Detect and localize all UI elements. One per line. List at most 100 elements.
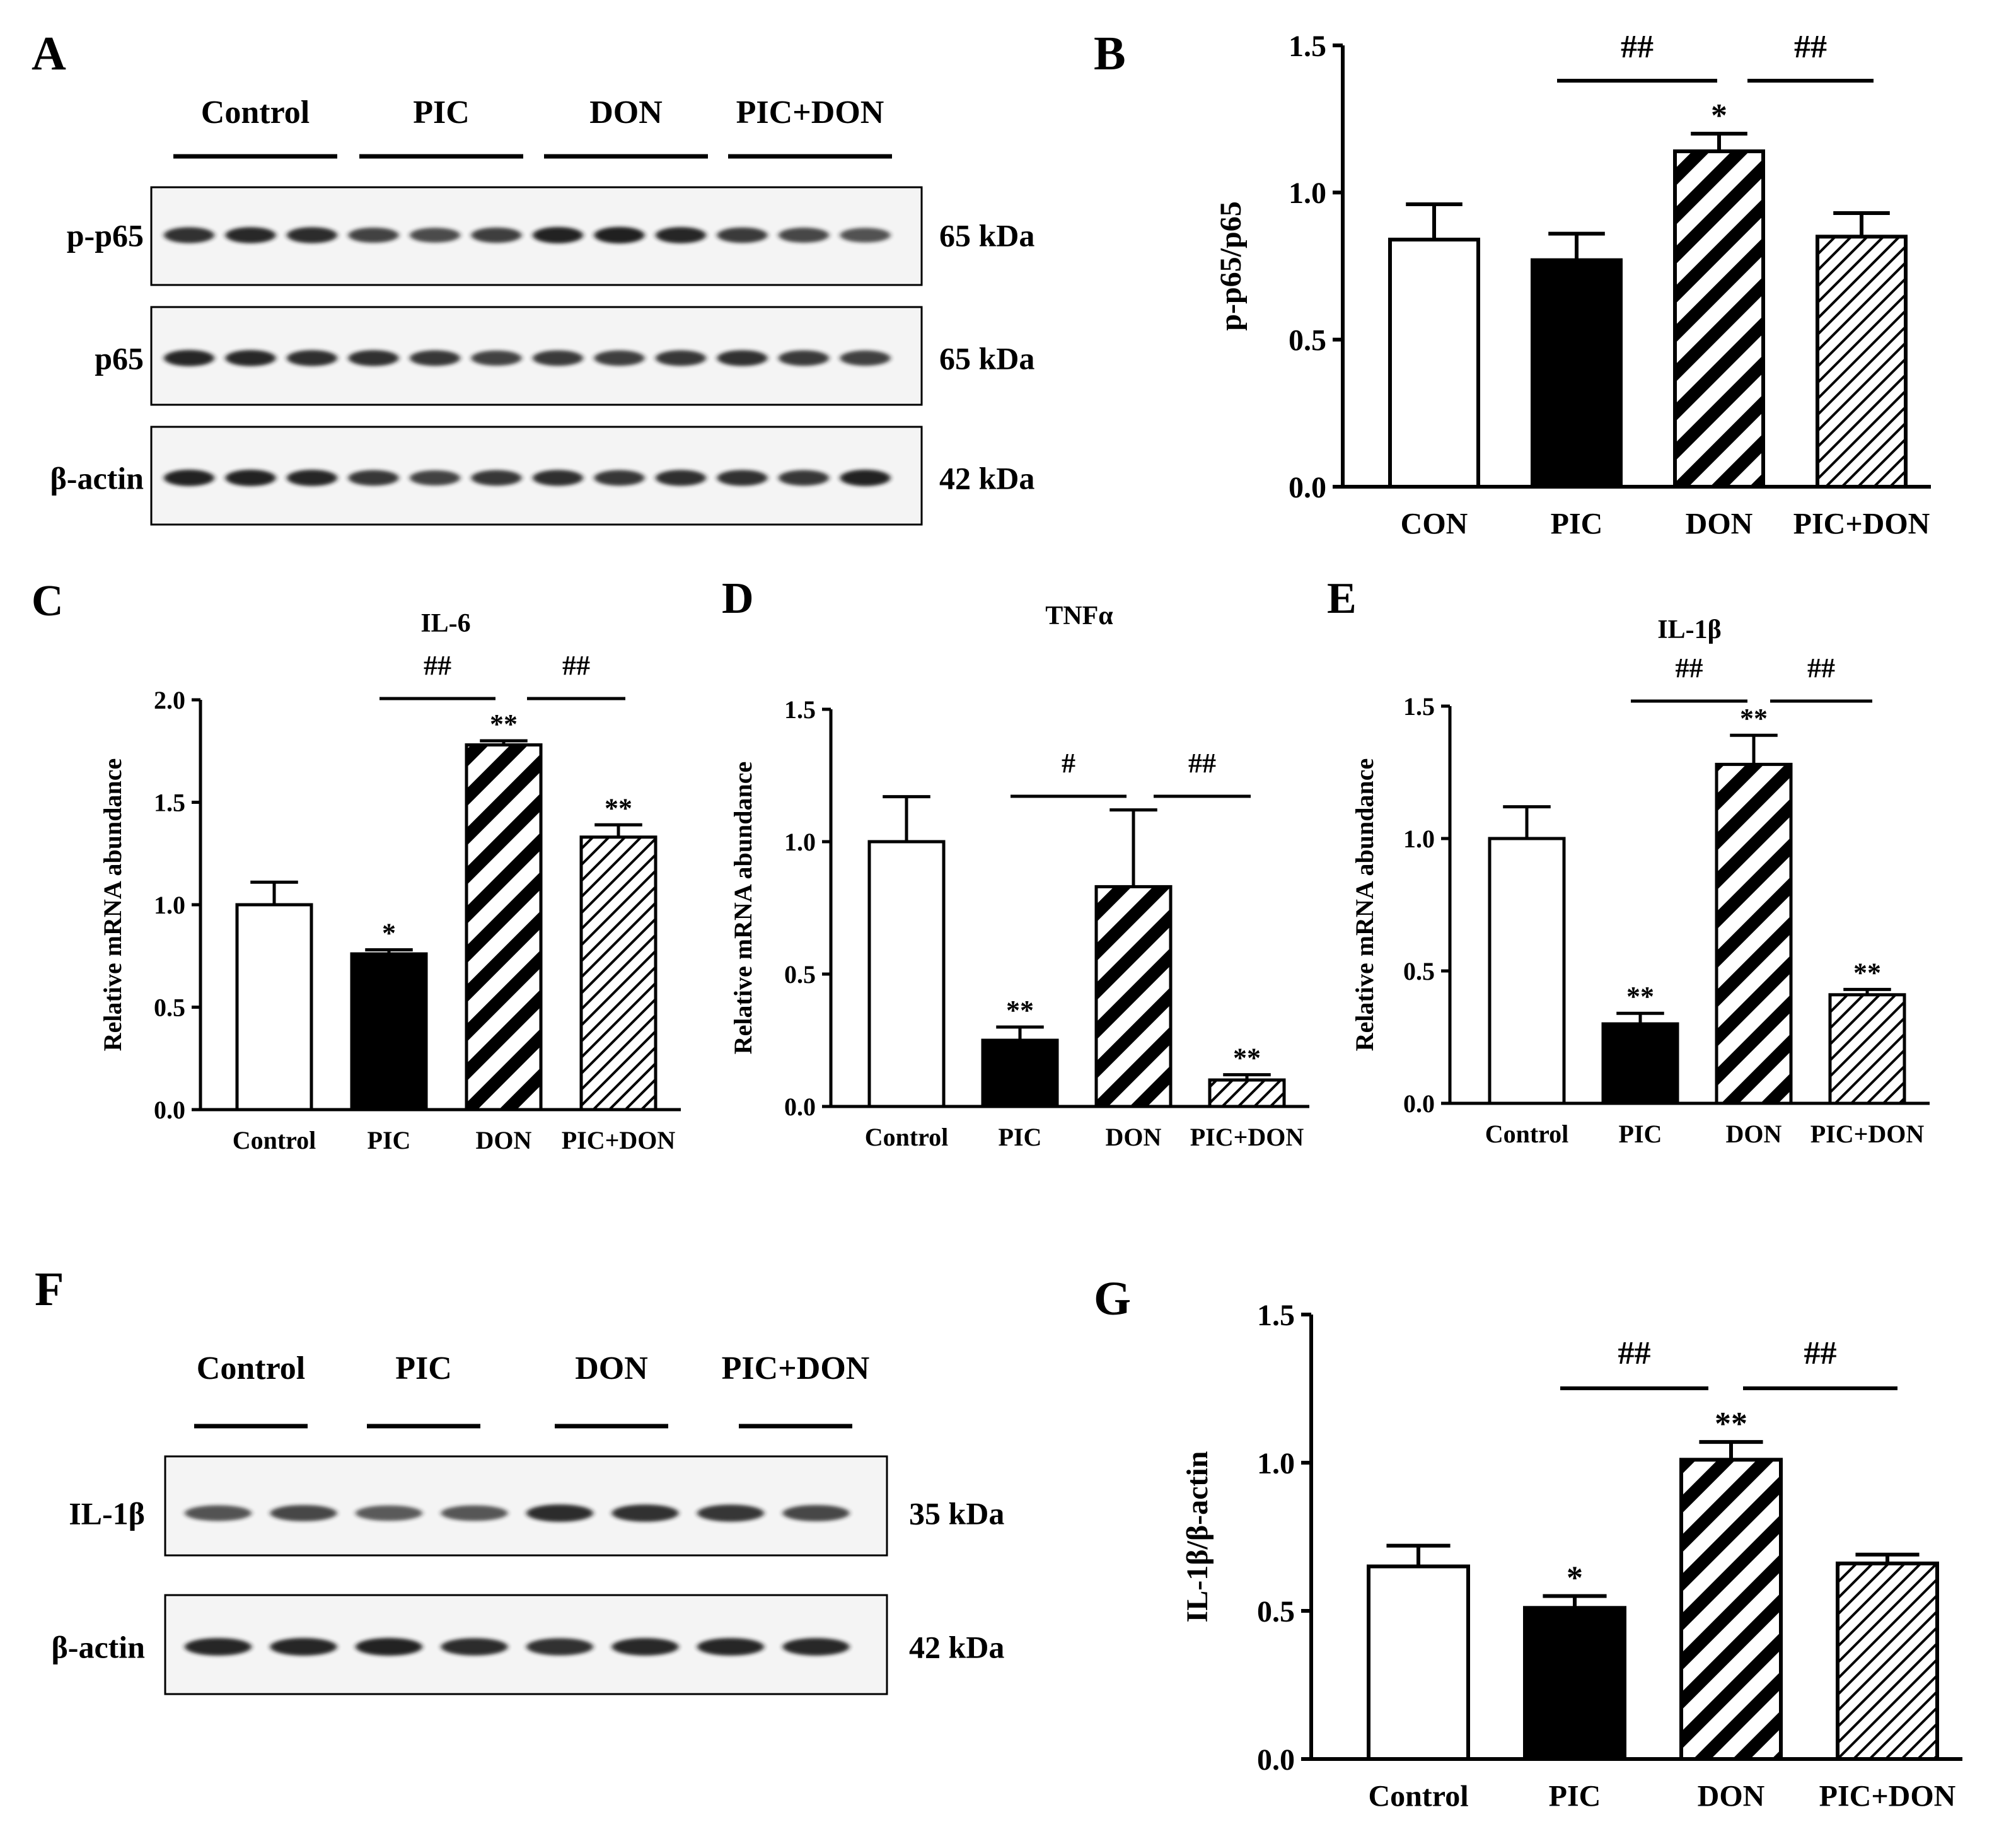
panel-d-comparison-label-1: # (1062, 748, 1075, 779)
panel-b-bar-pic (1531, 258, 1623, 489)
panel-a-band-actin-lane-1 (164, 470, 214, 486)
panel-g-comparison-label-2: ## (1804, 1335, 1837, 1371)
panel-c-y-label: Relative mRNA abundance (98, 758, 127, 1051)
panel-f-band-actin-lane-5 (526, 1638, 593, 1656)
panel-f-band-actin-lane-8 (782, 1638, 850, 1656)
panel-a-band-actin-lane-2 (225, 469, 276, 487)
panel-g-bar-don (1679, 1458, 1783, 1762)
panel-b-y-label: p-p65/p65 (1214, 201, 1248, 330)
panel-a-band-actin-lane-6 (471, 470, 522, 486)
panel-c-y-tick-1-0: 1.0 (154, 891, 185, 919)
panel-b-bar-pic-don (1816, 235, 1908, 489)
panel-d-bar-pic-don (1208, 1078, 1286, 1108)
panel-a-band-p-p65-lane-12 (840, 228, 891, 243)
panel-e-x-label-don: DON (1726, 1120, 1782, 1148)
panel-g-y-tick-0-0: 0.0 (1257, 1743, 1295, 1777)
panel-f-band-il-1-lane-7 (697, 1504, 764, 1522)
panel-f-kda-actin: 42 kDa (909, 1630, 1004, 1665)
panel-g-comparison-label-1: ## (1618, 1335, 1651, 1371)
panel-e-significance-pic-don: ** (1853, 957, 1881, 988)
panel-g-x-label-don: DON (1698, 1779, 1765, 1813)
panel-d-significance-pic: ** (1006, 995, 1034, 1026)
panel-c-significance-pic-don: ** (605, 793, 632, 823)
panel-f-kda-il-1: 35 kDa (909, 1496, 1004, 1531)
panel-c-bar-pic-don (579, 835, 658, 1112)
panel-a-band-p65-lane-12 (840, 350, 891, 366)
panel-c-y-tick-1-5: 1.5 (154, 789, 185, 817)
panel-a-band-p-p65-lane-4 (348, 227, 399, 243)
panel-a-row-label-p65: p65 (95, 341, 144, 376)
panel-a-kda-p-p65: 65 kDa (939, 218, 1034, 253)
panel-d-x-label-don: DON (1106, 1123, 1162, 1151)
panel-a-band-p65-lane-11 (779, 350, 829, 366)
panel-e-significance-pic: ** (1626, 981, 1654, 1012)
panel-a-band-p65-lane-10 (717, 350, 768, 366)
panel-b-y-tick-0-5: 0.5 (1289, 323, 1326, 357)
panel-a-band-p-p65-lane-11 (779, 228, 829, 243)
panel-g-bar-pic (1523, 1606, 1626, 1762)
panel-f-band-il-1-lane-3 (356, 1505, 422, 1521)
panel-g-significance-pic: * (1567, 1560, 1583, 1596)
panel-f-band-il-1-lane-2 (270, 1505, 337, 1521)
panel-a-band-p65-lane-2 (225, 350, 276, 366)
panel-a-group-pic: PIC (413, 95, 470, 131)
panel-a-band-p-p65-lane-8 (594, 226, 645, 244)
panel-f-group-don: DON (575, 1350, 648, 1386)
panel-c-bar-control (235, 903, 313, 1112)
panel-c-bar-don (465, 743, 543, 1112)
panel-b-x-label-pic-don: PIC+DON (1793, 507, 1930, 540)
panel-d-y-tick-0-0: 0.0 (784, 1093, 816, 1121)
panel-d-significance-pic-don: ** (1233, 1043, 1261, 1074)
panel-d-x-label-pic: PIC (999, 1123, 1042, 1151)
panel-a-band-p65-lane-4 (348, 350, 399, 366)
panel-e-bar-pic-don (1828, 993, 1906, 1105)
panel-f-band-il-1-lane-8 (782, 1505, 850, 1521)
panel-a-group-control: Control (201, 95, 310, 131)
panel-d-x-label-control: Control (865, 1123, 949, 1151)
panel-a-band-p-p65-lane-10 (717, 227, 768, 243)
panel-f-band-il-1-lane-4 (441, 1505, 508, 1521)
panel-b-comparison-label-1: ## (1621, 29, 1654, 65)
panel-d-chart: D TNFα 0.0 0.5 1.0 1.5 Relative mRNA abundance… (722, 574, 1309, 1151)
panel-e-comparison-label-2: ## (1807, 653, 1835, 683)
panel-a-band-p65-lane-9 (656, 350, 706, 366)
panel-a-band-actin-lane-5 (410, 470, 460, 486)
panel-e-title: IL-1β (1657, 615, 1721, 644)
panel-e-x-label-control: Control (1485, 1120, 1569, 1148)
panel-d-y-tick-1-0: 1.0 (784, 828, 816, 856)
panel-g-bar-control (1367, 1564, 1470, 1761)
panel-c-comparison-label-1: ## (424, 650, 451, 681)
panel-a-band-p65-lane-3 (287, 350, 337, 366)
panel-f-band-actin-lane-1 (185, 1638, 252, 1656)
panel-d-title: TNFα (1045, 601, 1113, 630)
panel-a-band-p-p65-lane-6 (471, 227, 522, 243)
panel-f-row-label-il-1: IL-1β (69, 1496, 145, 1531)
panel-a-band-p-p65-lane-7 (533, 227, 583, 243)
panel-f-group-pic: PIC (395, 1350, 452, 1386)
panel-d-y-tick-1-5: 1.5 (784, 695, 816, 724)
panel-f-band-actin-lane-3 (356, 1637, 422, 1656)
panel-d-bar-don (1094, 885, 1173, 1108)
panel-a-band-p65-lane-8 (594, 350, 645, 366)
panel-a-band-p65-lane-1 (164, 350, 214, 366)
panel-a-band-p-p65-lane-3 (287, 227, 337, 243)
panel-e-letter: E (1327, 574, 1357, 623)
panel-a-band-actin-lane-7 (533, 470, 583, 486)
panel-a-band-actin-lane-3 (287, 470, 337, 486)
panel-f-group-control: Control (197, 1350, 305, 1386)
panel-f-row-label-actin: β-actin (51, 1630, 145, 1665)
panel-b-chart: B 0.0 0.5 1.0 1.5 p-p65/p65 CON PIC * DON PIC+DON #… (1094, 27, 1931, 540)
panel-c-y-tick-2-0: 2.0 (154, 686, 185, 714)
panel-c-y-tick-0-5: 0.5 (154, 994, 185, 1022)
panel-d-letter: D (722, 574, 754, 623)
panel-a-band-p-p65-lane-1 (164, 227, 214, 243)
panel-c-x-label-pic: PIC (368, 1126, 411, 1154)
panel-b-y-tick-1-0: 1.0 (1289, 177, 1326, 210)
panel-a-band-p-p65-lane-9 (656, 227, 706, 243)
panel-e-chart: E IL-1β 0.0 0.5 1.0 1.5 Relative mRNA abundanc… (1327, 574, 1930, 1148)
panel-a-band-actin-lane-9 (656, 470, 706, 486)
panel-a-kda-p65: 65 kDa (939, 341, 1034, 376)
panel-a-band-p65-lane-7 (533, 350, 583, 366)
panel-e-comparison-label-1: ## (1676, 653, 1703, 683)
